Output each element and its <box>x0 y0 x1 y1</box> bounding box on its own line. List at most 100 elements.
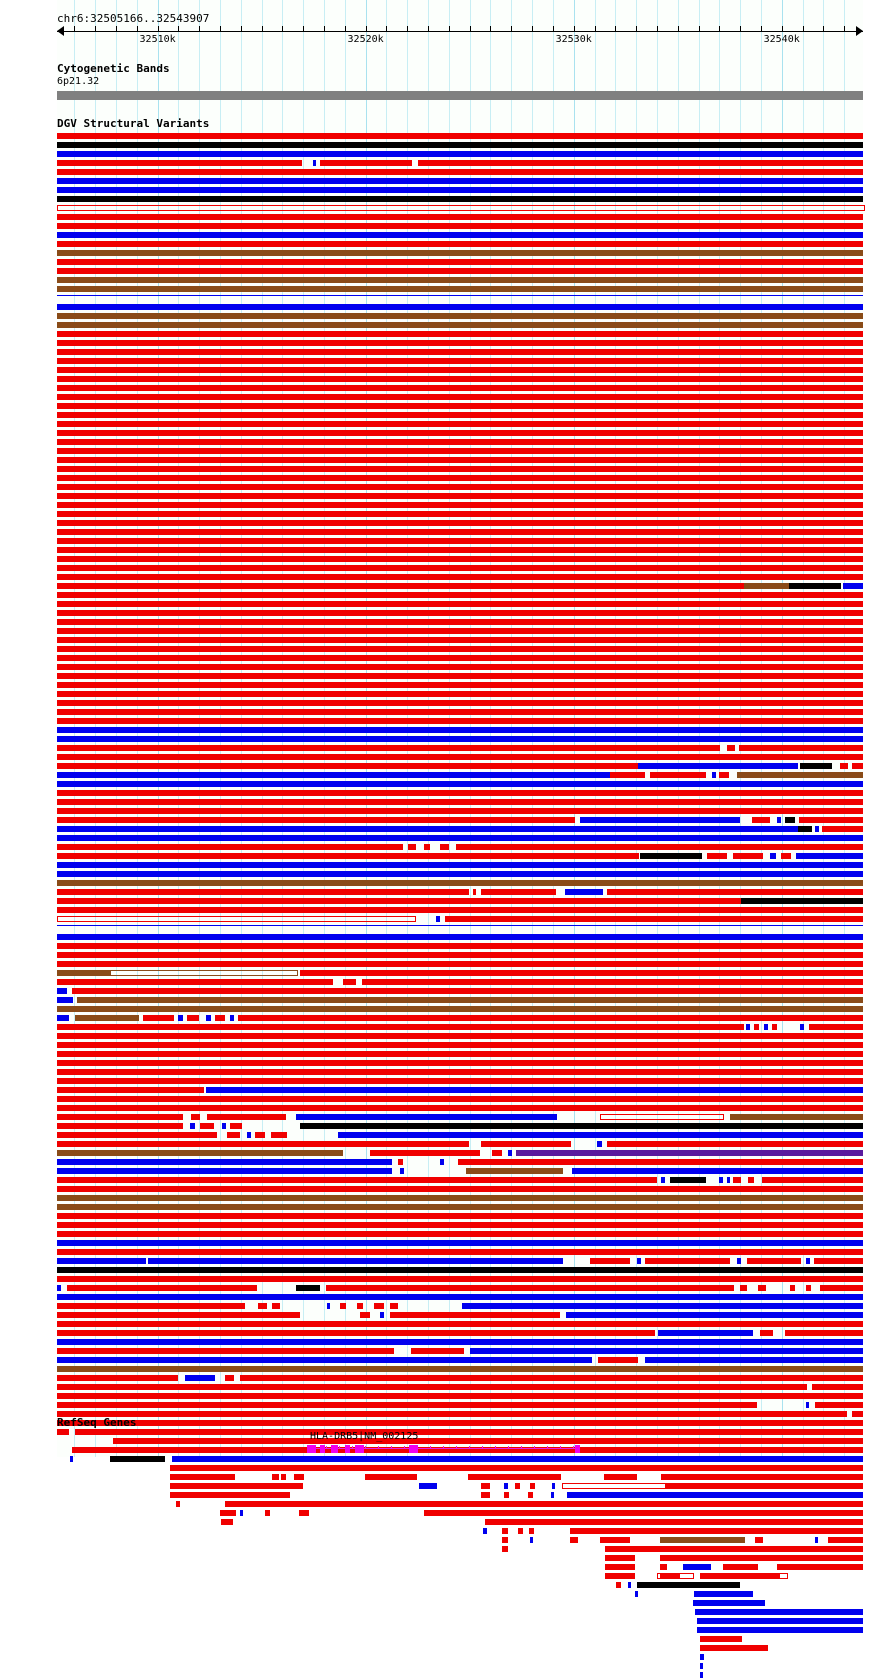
dgv-variant-segment[interactable] <box>57 1366 863 1372</box>
dgv-variant-row[interactable] <box>0 322 890 328</box>
dgv-variant-segment[interactable] <box>57 1240 863 1246</box>
dgv-variant-row[interactable] <box>0 556 890 562</box>
dgv-variant-row[interactable] <box>0 223 890 229</box>
dgv-variant-segment[interactable] <box>660 1564 667 1570</box>
dgv-variant-row[interactable] <box>0 727 890 733</box>
dgv-variant-row[interactable] <box>0 1528 890 1534</box>
dgv-variant-row[interactable] <box>0 1105 890 1111</box>
dgv-variant-row[interactable] <box>0 754 890 760</box>
dgv-variant-segment[interactable] <box>57 448 863 454</box>
dgv-variant-row[interactable] <box>0 1429 890 1435</box>
dgv-variant-segment[interactable] <box>57 133 863 139</box>
dgv-variant-segment[interactable] <box>598 1357 638 1363</box>
dgv-variant-segment[interactable] <box>590 1258 630 1264</box>
dgv-variant-row[interactable] <box>0 799 890 805</box>
dgv-variant-row[interactable] <box>0 997 890 1003</box>
dgv-variant-segment[interactable] <box>637 1258 641 1264</box>
dgv-variant-segment[interactable] <box>466 1168 563 1174</box>
dgv-variant-segment[interactable] <box>225 1501 863 1507</box>
dgv-variant-segment[interactable] <box>365 1474 417 1480</box>
dgv-variant-segment[interactable] <box>265 1510 270 1516</box>
dgv-variant-row[interactable] <box>0 1573 890 1579</box>
dgv-variant-segment[interactable] <box>57 592 863 598</box>
dgv-variant-segment[interactable] <box>57 232 863 238</box>
dgv-variant-segment[interactable] <box>567 1492 863 1498</box>
dgv-variant-segment[interactable] <box>255 1132 265 1138</box>
dgv-variant-segment[interactable] <box>57 1393 863 1399</box>
dgv-variant-segment[interactable] <box>230 1015 234 1021</box>
dgv-variant-segment[interactable] <box>635 1591 638 1597</box>
dgv-variant-segment[interactable] <box>445 916 863 922</box>
dgv-variant-segment[interactable] <box>57 502 863 508</box>
dgv-variant-row[interactable] <box>0 853 890 859</box>
dgv-variant-segment[interactable] <box>57 169 863 175</box>
dgv-variant-segment[interactable] <box>800 1024 804 1030</box>
dgv-variant-segment[interactable] <box>57 916 416 922</box>
dgv-variant-segment[interactable] <box>470 1348 863 1354</box>
dgv-variant-row[interactable] <box>0 817 890 823</box>
dgv-variant-segment[interactable] <box>57 1213 863 1219</box>
left-arrow-icon[interactable] <box>57 26 64 36</box>
dgv-variant-segment[interactable] <box>419 1483 437 1489</box>
dgv-variant-row[interactable] <box>0 925 890 931</box>
dgv-variant-segment[interactable] <box>258 1303 267 1309</box>
dgv-variant-segment[interactable] <box>400 1168 404 1174</box>
dgv-variant-segment[interactable] <box>492 1150 502 1156</box>
dgv-variant-segment[interactable] <box>57 349 863 355</box>
dgv-variant-segment[interactable] <box>737 772 863 778</box>
dgv-variant-segment[interactable] <box>313 160 316 166</box>
dgv-variant-segment[interactable] <box>707 853 727 859</box>
dgv-variant-segment[interactable] <box>57 664 863 670</box>
dgv-variant-segment[interactable] <box>374 1303 384 1309</box>
dgv-variant-segment[interactable] <box>657 1573 694 1579</box>
dgv-variant-segment[interactable] <box>57 1249 863 1255</box>
dgv-variant-segment[interactable] <box>57 160 302 166</box>
dgv-variant-segment[interactable] <box>57 223 863 229</box>
dgv-variant-segment[interactable] <box>57 682 863 688</box>
dgv-variant-row[interactable] <box>0 1159 890 1165</box>
dgv-variant-segment[interactable] <box>57 1159 392 1165</box>
dgv-variant-segment[interactable] <box>772 1024 777 1030</box>
dgv-variant-segment[interactable] <box>57 862 863 868</box>
dgv-variant-segment[interactable] <box>67 1285 257 1291</box>
dgv-variant-segment[interactable] <box>712 772 716 778</box>
dgv-variant-segment[interactable] <box>296 1285 320 1291</box>
dgv-variant-segment[interactable] <box>700 1654 704 1660</box>
dgv-variant-segment[interactable] <box>758 1285 766 1291</box>
dgv-variant-segment[interactable] <box>57 610 863 616</box>
dgv-variant-segment[interactable] <box>57 889 469 895</box>
dgv-variant-segment[interactable] <box>670 1177 706 1183</box>
dgv-variant-row[interactable] <box>0 466 890 472</box>
dgv-variant-row[interactable] <box>0 520 890 526</box>
dgv-variant-segment[interactable] <box>57 970 110 976</box>
dgv-variant-segment[interactable] <box>390 1312 560 1318</box>
dgv-variant-segment[interactable] <box>178 1015 183 1021</box>
dgv-variant-row[interactable] <box>0 1222 890 1228</box>
dgv-variant-segment[interactable] <box>719 772 729 778</box>
dgv-variant-row[interactable] <box>0 457 890 463</box>
dgv-variant-row[interactable] <box>0 196 890 202</box>
dgv-variant-row[interactable] <box>0 709 890 715</box>
dgv-variant-segment[interactable] <box>516 1150 863 1156</box>
dgv-variant-row[interactable] <box>0 547 890 553</box>
dgv-variant-segment[interactable] <box>57 1285 61 1291</box>
dgv-variant-row[interactable] <box>0 313 890 319</box>
dgv-variant-row[interactable] <box>0 1051 890 1057</box>
dgv-variant-segment[interactable] <box>645 1357 863 1363</box>
dgv-variant-segment[interactable] <box>57 781 863 787</box>
dgv-variant-row[interactable] <box>0 808 890 814</box>
dgv-variant-segment[interactable] <box>693 1600 765 1606</box>
dgv-variant-segment[interactable] <box>57 457 863 463</box>
dgv-variant-segment[interactable] <box>57 601 863 607</box>
dgv-variant-row[interactable] <box>0 682 890 688</box>
dgv-variant-row[interactable] <box>0 943 890 949</box>
dgv-variant-segment[interactable] <box>741 898 863 904</box>
dgv-variant-row[interactable] <box>0 781 890 787</box>
dgv-variant-segment[interactable] <box>57 988 67 994</box>
dgv-variant-segment[interactable] <box>57 1375 178 1381</box>
dgv-variant-row[interactable] <box>0 448 890 454</box>
dgv-variant-row[interactable] <box>0 1096 890 1102</box>
dgv-variant-row[interactable] <box>0 1654 890 1660</box>
dgv-variant-segment[interactable] <box>207 1114 286 1120</box>
dgv-variant-segment[interactable] <box>468 1474 561 1480</box>
